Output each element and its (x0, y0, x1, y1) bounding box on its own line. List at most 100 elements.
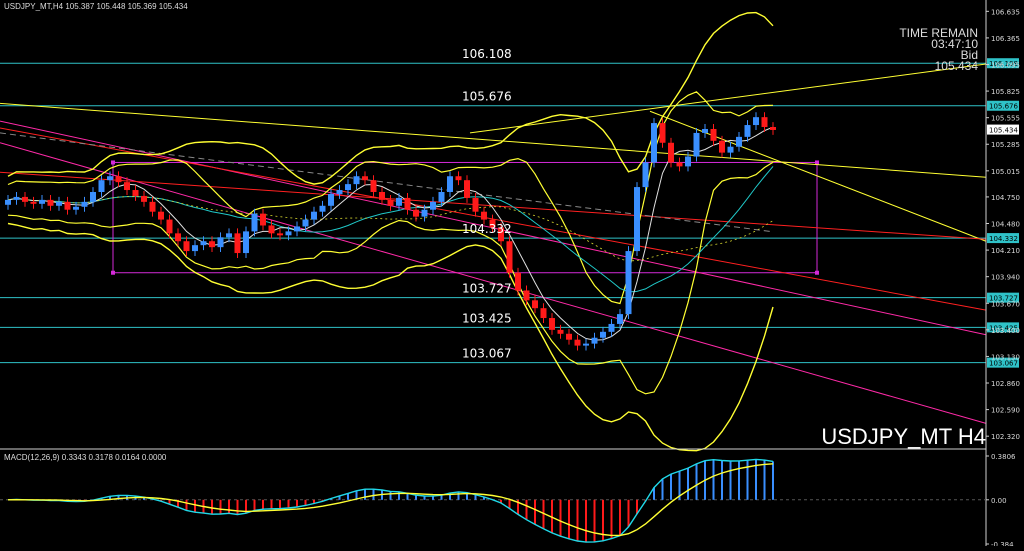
candle-bear (489, 219, 496, 228)
candle-bull (693, 132, 700, 157)
level-label: 103.727 (462, 282, 512, 296)
candle-bull (608, 323, 615, 332)
candles (5, 112, 776, 351)
candle-bear (498, 227, 504, 242)
candle-bull (251, 213, 258, 232)
candle-bear (209, 241, 215, 248)
bollinger-upper-1 (7, 91, 774, 305)
candle-bear (668, 142, 674, 163)
y-tick-label: 104.210 (991, 247, 1020, 255)
candle-bull (438, 192, 445, 202)
candle-bear (64, 201, 71, 210)
candle-bear (141, 195, 147, 202)
y-tick-label: 103.400 (991, 327, 1020, 335)
candle-bear (761, 117, 768, 128)
range-box-handle (815, 160, 819, 165)
bollinger-lower-1 (7, 161, 774, 395)
candle-bear (464, 180, 470, 198)
moving-average-dotted (7, 196, 774, 262)
candle-bear (132, 190, 139, 196)
level-tag (987, 322, 1019, 333)
candle-bull (345, 184, 351, 191)
candle-bear (472, 197, 479, 212)
candle-bull (5, 199, 11, 205)
candle-bull (98, 180, 105, 192)
y-tick-label: 106.365 (991, 35, 1020, 43)
candle-bull (294, 226, 300, 232)
candle-bear (362, 176, 368, 181)
y-tick-label: 103.670 (991, 300, 1020, 308)
bid-value: 105.434 (934, 59, 978, 73)
y-tick-label: 105.555 (991, 115, 1020, 123)
candle-bull (421, 209, 428, 217)
candle-bull (328, 193, 334, 206)
candle-bull (702, 128, 708, 133)
level-tag-label: 104.332 (989, 235, 1018, 243)
candle-bull (753, 117, 759, 126)
candle-bear (379, 192, 385, 200)
candle-bull (192, 245, 198, 252)
level-tag-label: 106.108 (989, 60, 1018, 68)
y-tick-label: 102.320 (991, 433, 1020, 441)
candle-bull (685, 156, 691, 167)
level-label: 104.332 (462, 222, 512, 236)
level-tag-label: 103.425 (989, 324, 1018, 332)
candle-bull (13, 196, 20, 200)
candle-bear (404, 197, 411, 210)
candle-bear (260, 213, 266, 226)
candle-bull (336, 190, 343, 194)
candle-bull (73, 206, 79, 210)
candle-bull (81, 201, 88, 207)
range-box-handle (111, 270, 115, 275)
y-tick-label: 104.480 (991, 221, 1020, 229)
macd-line (7, 458, 774, 543)
level-label: 106.108 (462, 47, 512, 61)
candle-bear (574, 339, 581, 346)
candle-bear (47, 199, 54, 206)
range-box (112, 161, 818, 274)
candle-bull (600, 331, 606, 338)
candle-bear (158, 211, 164, 220)
trend-line-red-lower (0, 171, 987, 240)
candle-bear (268, 225, 275, 234)
price-tag-label: 105.434 (989, 127, 1018, 135)
candle-bull (302, 219, 309, 227)
y-tick-label: 102.590 (991, 407, 1020, 415)
y-tick-label: 105.825 (991, 88, 1020, 96)
range-box-handle (815, 270, 819, 275)
price-levels (0, 62, 986, 364)
candle-bear (22, 196, 28, 202)
trend-line-falling (649, 110, 987, 242)
candle-bull (285, 231, 292, 236)
trend-line-rising (469, 63, 987, 134)
candle-bull (90, 192, 96, 202)
candle-bull (430, 201, 436, 210)
candle-bull (107, 176, 113, 181)
macd-panel: 0.3806 0.00 -0.384 (0, 453, 1016, 549)
candle-bull (736, 136, 742, 147)
candle-bull (217, 237, 224, 248)
candle-bull (200, 241, 207, 246)
candle-bear (413, 209, 419, 217)
candle-bull (651, 123, 657, 163)
symbol-watermark: USDJPY_MT H4 (821, 424, 986, 449)
candle-bear (676, 162, 683, 167)
candle-bull (56, 201, 62, 206)
candle-bear (659, 123, 666, 143)
level-tag (987, 100, 1019, 111)
candle-bear (770, 127, 776, 130)
candle-bull (625, 251, 632, 315)
candle-bull (319, 205, 326, 212)
candle-bull (744, 125, 751, 137)
candle-bear (710, 128, 717, 141)
level-tag-label: 105.676 (989, 103, 1018, 111)
candle-bear (515, 272, 521, 291)
y-tick-label: 105.285 (991, 141, 1020, 149)
time-remain-panel: TIME REMAIN 03:47:10 Bid 105.434 (899, 27, 978, 73)
candle-bear (557, 329, 564, 334)
indicators (0, 11, 987, 452)
candle-bear (124, 182, 130, 191)
